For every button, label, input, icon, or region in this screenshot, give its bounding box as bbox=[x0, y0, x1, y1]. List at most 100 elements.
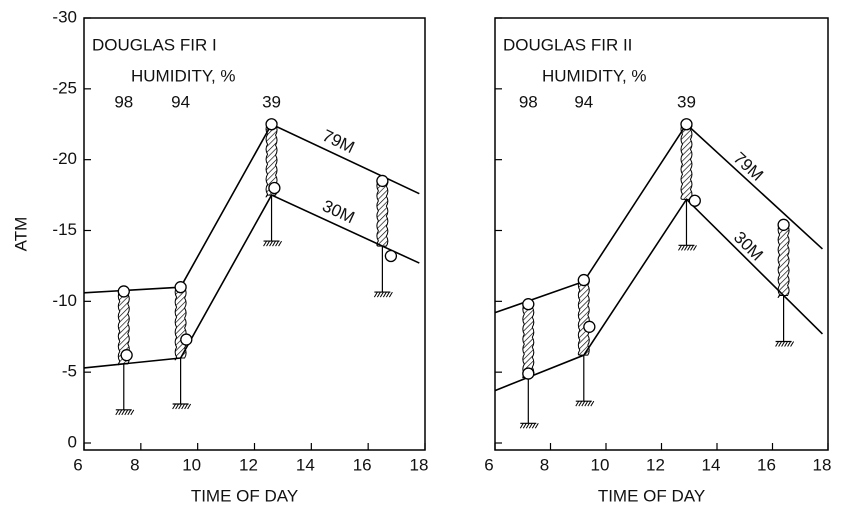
ground-hatch bbox=[379, 291, 384, 298]
ground-hatch bbox=[373, 291, 378, 298]
series-line bbox=[83, 123, 420, 294]
humidity-label: HUMIDITY, % bbox=[131, 66, 236, 85]
ground-hatch bbox=[124, 409, 129, 416]
ground-hatch bbox=[376, 291, 381, 298]
ground-hatch bbox=[775, 341, 780, 347]
x-tick-label: 8 bbox=[540, 455, 549, 474]
ground-hatch bbox=[115, 409, 120, 416]
measurement-point bbox=[376, 174, 389, 188]
measurement-point bbox=[577, 273, 590, 287]
x-tick-label: 14 bbox=[702, 455, 721, 474]
ground-hatch bbox=[275, 240, 279, 247]
ground-hatch bbox=[678, 245, 682, 251]
ground-hatch bbox=[531, 423, 536, 429]
humidity-value: 39 bbox=[262, 92, 281, 111]
ground-hatch bbox=[525, 423, 530, 429]
series-line bbox=[83, 194, 420, 369]
ground-hatch bbox=[693, 245, 697, 251]
ground-hatch bbox=[687, 245, 691, 251]
series-label: 79M bbox=[319, 126, 357, 157]
ground-hatch bbox=[590, 400, 595, 407]
measurement-point bbox=[268, 181, 281, 195]
hatched-column bbox=[577, 279, 590, 356]
x-tick-label: 16 bbox=[353, 455, 372, 474]
x-tick-label: 12 bbox=[239, 455, 258, 474]
series-line bbox=[494, 198, 824, 392]
ground-hatch bbox=[787, 341, 792, 347]
measurement-point bbox=[688, 194, 701, 207]
ground-hatch bbox=[578, 400, 583, 407]
series-line bbox=[494, 123, 823, 314]
measurement-point bbox=[522, 298, 535, 311]
x-tick-label: 18 bbox=[813, 455, 832, 474]
ground-hatch bbox=[127, 409, 132, 416]
ground-hatch bbox=[130, 409, 135, 416]
ground-hatch bbox=[187, 403, 192, 410]
ground-hatch bbox=[587, 400, 592, 407]
ground-hatch bbox=[266, 240, 270, 247]
ground-hatch bbox=[178, 403, 183, 410]
humidity-value: 98 bbox=[519, 92, 538, 111]
x-tick-label: 10 bbox=[591, 455, 610, 474]
ground-hatch bbox=[528, 423, 533, 429]
hatched-column bbox=[376, 180, 389, 247]
series-label: 79M bbox=[730, 148, 767, 184]
measurement-point bbox=[522, 367, 535, 380]
ground-hatch bbox=[118, 409, 123, 416]
ground-hatch bbox=[584, 400, 589, 407]
ground-hatch bbox=[690, 245, 694, 251]
measurement-point bbox=[174, 281, 187, 294]
y-tick-label: 0 bbox=[68, 432, 77, 451]
ground-hatch bbox=[522, 423, 527, 429]
humidity-value: 98 bbox=[114, 92, 133, 111]
ground-hatch bbox=[272, 240, 276, 247]
ground-hatch bbox=[269, 240, 273, 247]
x-tick-label: 12 bbox=[646, 455, 665, 474]
measurement-point bbox=[384, 249, 398, 263]
measurement-point bbox=[120, 349, 133, 362]
hatched-column bbox=[680, 123, 693, 200]
humidity-label: HUMIDITY, % bbox=[542, 66, 647, 85]
panel-title: DOUGLAS FIR I bbox=[92, 35, 217, 54]
ground-hatch bbox=[263, 240, 267, 247]
measurement-point bbox=[583, 320, 596, 333]
ground-hatch bbox=[684, 245, 688, 251]
x-tick-label: 8 bbox=[130, 455, 139, 474]
x-tick-label: 6 bbox=[484, 455, 493, 474]
y-tick-label: -30 bbox=[52, 7, 77, 26]
ground-hatch bbox=[388, 291, 393, 298]
y-tick-label: -25 bbox=[52, 78, 77, 97]
ground-hatch bbox=[382, 291, 387, 298]
measurement-point bbox=[680, 118, 693, 131]
humidity-value: 39 bbox=[677, 92, 696, 111]
ground-hatch bbox=[519, 423, 524, 429]
x-tick-label: 10 bbox=[182, 455, 201, 474]
hatched-column bbox=[777, 222, 790, 298]
x-tick-label: 6 bbox=[73, 455, 82, 474]
y-tick-label: -15 bbox=[52, 220, 77, 239]
ground-hatch bbox=[172, 403, 177, 410]
ground-hatch bbox=[385, 291, 390, 298]
y-tick-label: -10 bbox=[52, 291, 77, 310]
ground-hatch bbox=[575, 400, 580, 407]
ground-hatch bbox=[784, 341, 789, 347]
ground-hatch bbox=[681, 245, 685, 251]
x-tick-label: 16 bbox=[757, 455, 776, 474]
panel-title: DOUGLAS FIR II bbox=[503, 35, 632, 54]
humidity-value: 94 bbox=[574, 92, 593, 111]
ground-hatch bbox=[121, 409, 126, 416]
ground-hatch bbox=[181, 403, 186, 410]
y-axis-label: ATM bbox=[11, 217, 30, 252]
series-label: 30M bbox=[730, 228, 767, 265]
y-tick-label: -5 bbox=[62, 362, 77, 381]
measurement-point bbox=[180, 333, 193, 346]
ground-hatch bbox=[534, 423, 539, 429]
humidity-value: 94 bbox=[171, 92, 190, 111]
ground-hatch bbox=[781, 341, 786, 347]
ground-hatch bbox=[778, 341, 783, 347]
y-tick-label: -20 bbox=[52, 149, 77, 168]
ground-hatch bbox=[184, 403, 189, 410]
series-label: 30M bbox=[319, 196, 357, 227]
